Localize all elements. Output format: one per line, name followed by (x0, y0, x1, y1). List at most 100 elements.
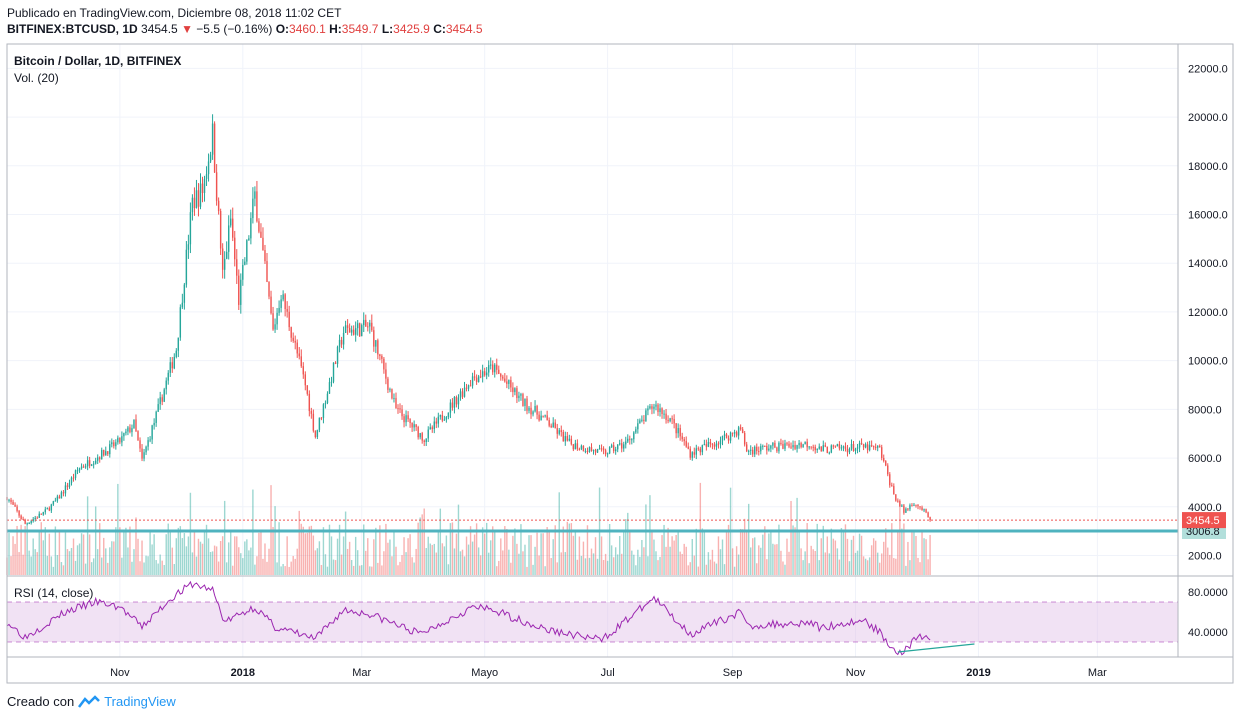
candle-body (24, 519, 26, 524)
last-price: 3454.5 (141, 22, 178, 36)
volume-bar (876, 552, 879, 575)
volume-bar (248, 550, 250, 575)
candle-body (725, 434, 728, 439)
volume-bar (284, 566, 286, 575)
candle-body (643, 419, 645, 421)
tradingview-brand[interactable]: TradingView (104, 694, 176, 709)
candle-body (510, 380, 512, 388)
candle-body (393, 397, 395, 399)
volume-bar (219, 540, 222, 575)
volume-bar (885, 528, 887, 575)
candle-body (836, 444, 839, 447)
volume-bar (522, 551, 524, 575)
volume-bar (510, 562, 512, 575)
volume-bar (463, 556, 466, 575)
candle-body (191, 197, 194, 213)
candle-body (514, 388, 516, 393)
candle-body (512, 387, 514, 393)
candle-body (16, 506, 18, 511)
candle-body (429, 427, 431, 430)
y-tick-label: 6000.0 (1188, 453, 1222, 465)
volume-bar (542, 533, 544, 575)
candle-body (173, 356, 175, 369)
volume-bar (866, 560, 869, 575)
volume-bar (858, 533, 861, 575)
volume-bar (427, 536, 429, 575)
candle-body (163, 389, 165, 402)
candle-body (881, 447, 883, 458)
candle-body (727, 438, 730, 441)
candle-body (427, 429, 429, 439)
volume-bar (377, 562, 379, 575)
volume-bar (925, 539, 927, 575)
candle-body (498, 369, 500, 374)
candle-body (183, 284, 186, 303)
candle-body (826, 446, 829, 453)
candle-body (616, 444, 619, 450)
candle-body (733, 432, 736, 434)
candle-body (848, 448, 851, 453)
volume-bar (485, 522, 488, 575)
volume-bar (606, 560, 609, 575)
volume-bar (719, 549, 722, 575)
candle-body (540, 415, 542, 421)
candle-body (113, 442, 115, 447)
volume-bar (881, 553, 883, 575)
footer-credit: Creado con TradingView (7, 694, 176, 709)
candle-body (18, 510, 20, 516)
candle-body (439, 415, 442, 417)
chart-canvas[interactable]: 22000.0 20000.0 18000.0 16000.0 14000.0 12000… (0, 0, 1240, 690)
volume-bar (308, 526, 311, 575)
volume-bar (417, 522, 419, 575)
candle-body (459, 391, 462, 398)
symbol-name: BITFINEX:BTCUSD, 1D (7, 22, 138, 36)
volume-bar (163, 565, 165, 575)
candle-body (762, 445, 764, 447)
candle-body (30, 521, 32, 524)
volume-bar (227, 542, 230, 575)
candle-body (411, 423, 413, 428)
candle-body (794, 445, 796, 449)
candle-body (296, 342, 298, 354)
candle-body (774, 442, 776, 448)
volume-bar (874, 540, 877, 575)
volume-bar (854, 552, 857, 575)
volume-bar (834, 540, 837, 575)
volume-bar (62, 565, 65, 575)
candle-body (876, 445, 879, 448)
volume-bar (776, 544, 778, 575)
volume-bar (703, 531, 706, 575)
candle-body (234, 237, 236, 260)
volume-bar (788, 551, 790, 575)
candle-body (649, 406, 651, 409)
candle-body (897, 500, 899, 502)
rsi-tick-label: 80.0000 (1188, 587, 1228, 599)
open-label: O: (275, 22, 290, 36)
candle-body (397, 408, 399, 410)
candle-body (445, 417, 448, 420)
candle-body (328, 382, 331, 394)
volume-bar (653, 539, 655, 575)
candle-body (282, 294, 284, 300)
candle-body (485, 372, 488, 376)
candle-body (99, 457, 101, 460)
candle-body (153, 422, 155, 426)
candle-body (921, 507, 923, 511)
volume-bar (594, 537, 597, 575)
volume-bar (143, 562, 145, 575)
volume-bar (193, 530, 196, 575)
candle-body (582, 445, 585, 452)
volume-bar (629, 529, 631, 575)
candle-body (292, 337, 294, 341)
candle-body (74, 470, 77, 478)
volume-bar (743, 518, 746, 575)
candle-body (40, 513, 42, 515)
candle-body (816, 448, 818, 451)
volume-bar (518, 553, 520, 575)
volume-bar (403, 537, 405, 575)
candle-body (542, 415, 544, 417)
volume-bar (32, 538, 34, 575)
candle-body (10, 499, 12, 502)
price-change: −5.5 (−0.16%) (196, 22, 273, 36)
candle-body (96, 457, 99, 461)
